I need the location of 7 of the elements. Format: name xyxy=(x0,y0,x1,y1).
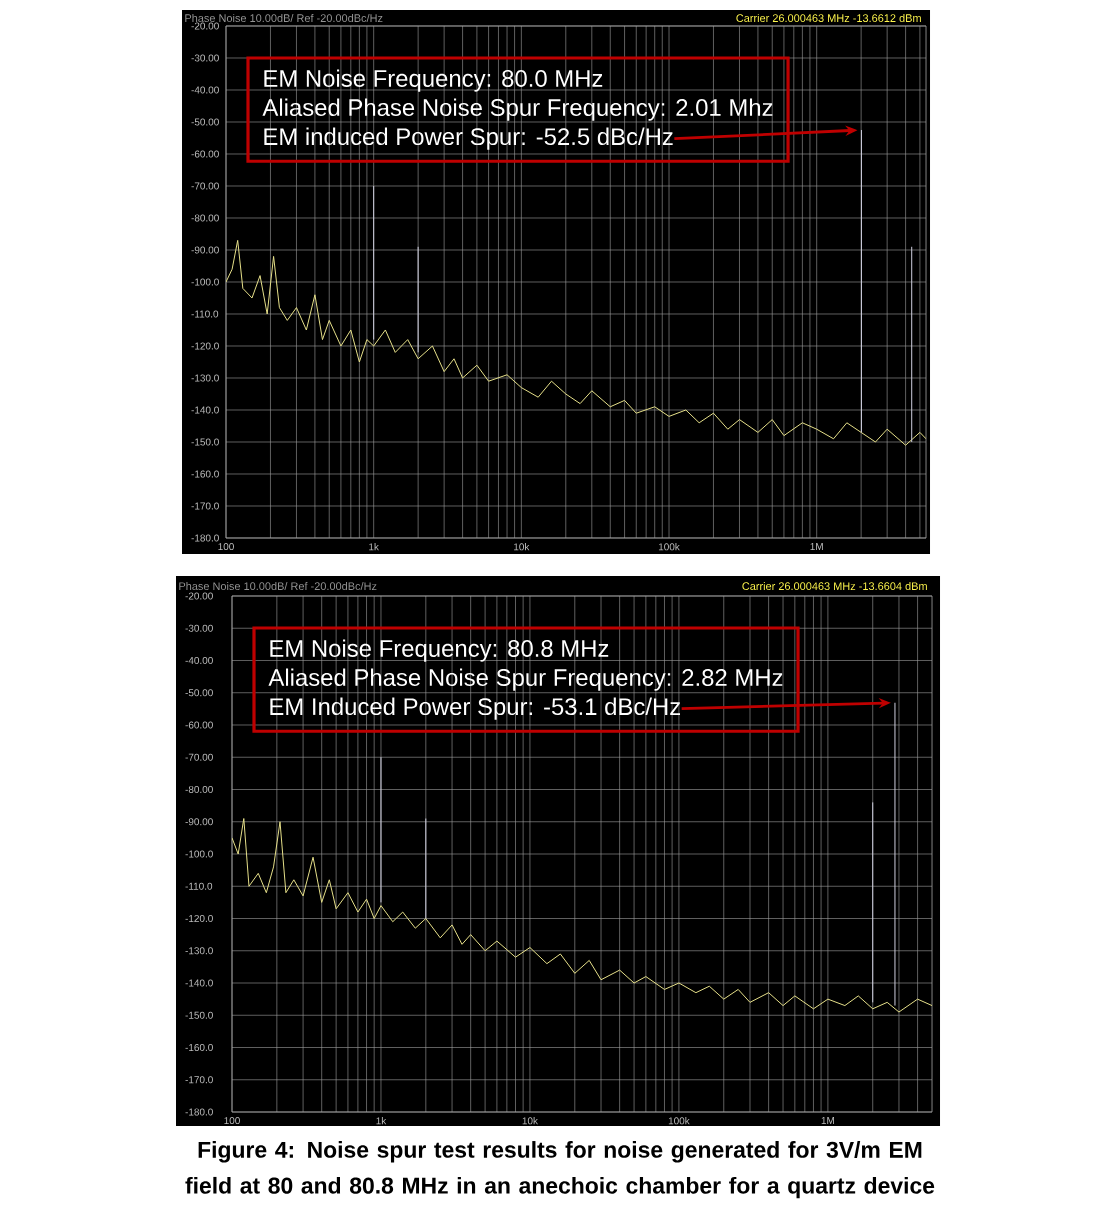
annotation: Aliased Phase Noise Spur Frequency: 2.01 Mhz xyxy=(262,98,773,121)
annotation: EM Noise Frequency: 80.0 MHz xyxy=(264,69,603,92)
annotation: EM induced Power Spur: -52.5 dBc/Hz xyxy=(264,127,673,150)
annotation: EM Noise Frequency: 80.8 MHz xyxy=(270,639,609,662)
caption: Figure 4: Noise spur test results for noise generated for 3V/m EM field at 80 and 80.8 MHz in an anechoic chamber for a quartz device xyxy=(185,1141,935,1199)
annotation: Aliased Phase Noise Spur Frequency: 2.82 MHz xyxy=(268,668,783,691)
annotation: EM Induced Power Spur: -53.1 dBc/Hz xyxy=(270,697,681,720)
